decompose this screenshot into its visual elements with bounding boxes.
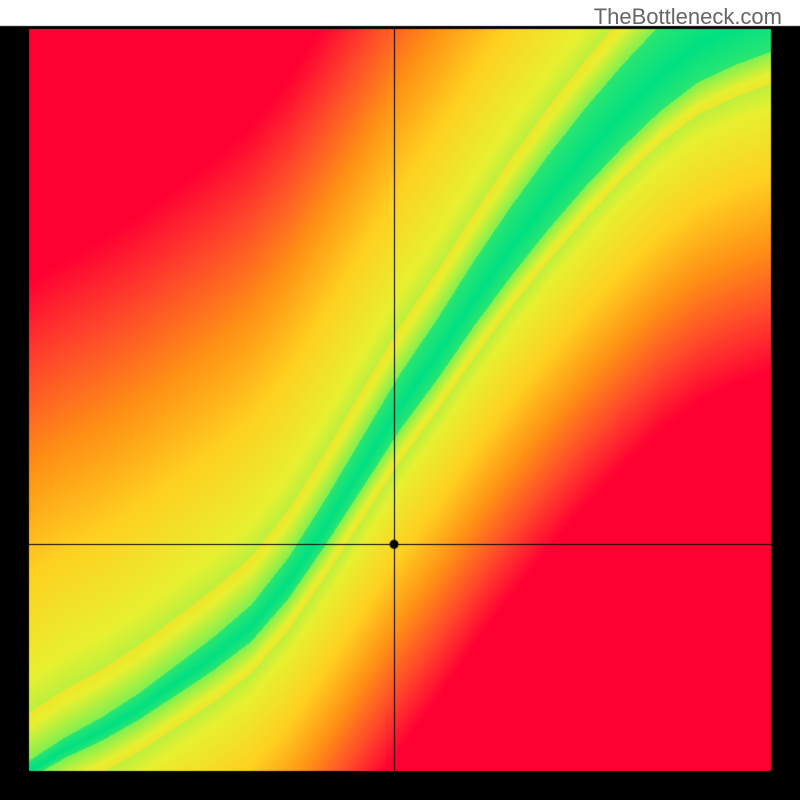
watermark-text: TheBottleneck.com bbox=[594, 4, 782, 30]
bottleneck-heatmap bbox=[0, 0, 800, 800]
